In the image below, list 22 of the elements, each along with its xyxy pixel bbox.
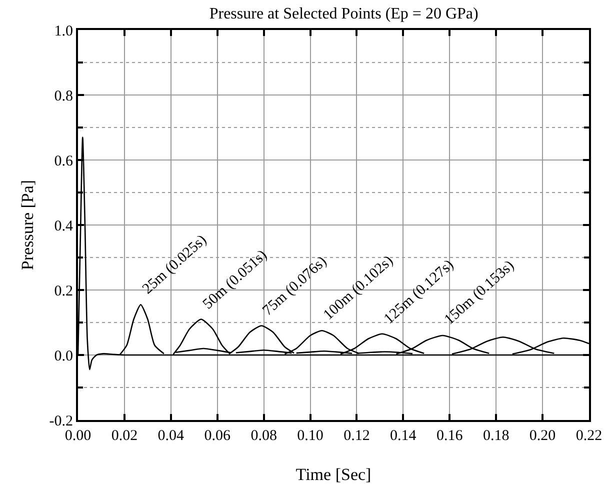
x-tick-label: 0.20 bbox=[529, 428, 556, 444]
x-tick-label: 0.04 bbox=[158, 428, 185, 444]
y-tick-label: 0.2 bbox=[54, 283, 73, 300]
x-tick-label: 0.16 bbox=[436, 428, 464, 444]
y-tick-label: -0.2 bbox=[49, 413, 73, 430]
x-tick-label: 0.10 bbox=[297, 428, 324, 444]
y-axis-title: Pressure [Pa] bbox=[18, 180, 37, 270]
y-tick-label: 1.0 bbox=[54, 23, 73, 40]
x-tick-label: 0.14 bbox=[390, 428, 417, 444]
chart-title: Pressure at Selected Points (Ep = 20 GPa) bbox=[209, 5, 478, 22]
y-tick-label: 0.0 bbox=[54, 348, 73, 364]
x-tick-label: 0.22 bbox=[576, 428, 602, 444]
x-tick-label: 0.02 bbox=[111, 428, 138, 444]
y-tick-label: 0.6 bbox=[54, 153, 74, 170]
y-tick-label: 0.8 bbox=[54, 88, 73, 104]
y-tick-label: 0.4 bbox=[54, 218, 74, 234]
x-tick-label: 0.00 bbox=[64, 428, 92, 444]
x-tick-label: 0.08 bbox=[250, 428, 277, 444]
x-tick-label: 0.12 bbox=[344, 428, 370, 444]
x-tick-label: 0.06 bbox=[204, 428, 231, 444]
x-tick-label: 0.18 bbox=[482, 428, 510, 444]
x-axis-title: Time [Sec] bbox=[296, 465, 372, 484]
